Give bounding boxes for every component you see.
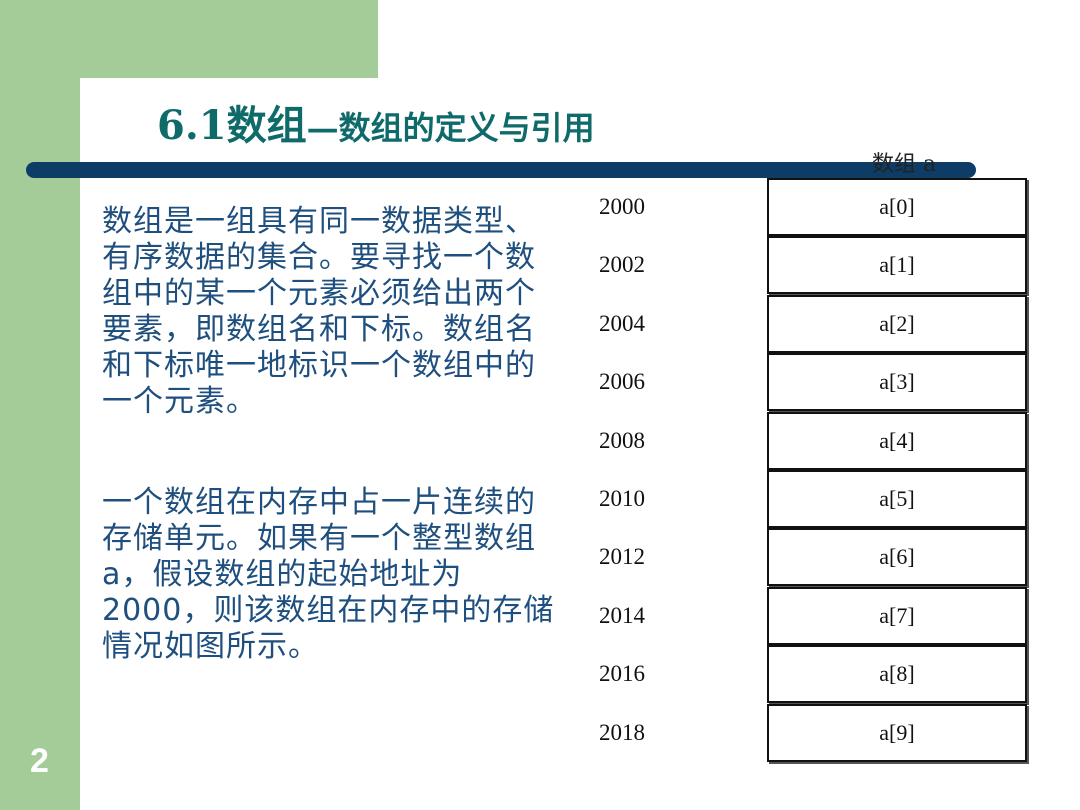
left-green-band bbox=[0, 0, 80, 810]
title-divider bbox=[26, 162, 976, 178]
address-label: 2004 bbox=[599, 310, 645, 336]
array-element-cell: a[8] bbox=[767, 645, 1027, 704]
slide-title: 6.1数组—数组的定义与引用 bbox=[157, 96, 595, 156]
title-sub: —数组的定义与引用 bbox=[306, 109, 595, 147]
array-element-cell: a[9] bbox=[767, 703, 1027, 762]
array-element-cell: a[3] bbox=[767, 353, 1027, 412]
address-label: 2018 bbox=[599, 719, 645, 745]
address-label: 2000 bbox=[599, 194, 645, 219]
array-element-label: a[7] bbox=[879, 602, 915, 628]
array-element-label: a[1] bbox=[879, 252, 915, 278]
body-paragraph-2: 一个数组在内存中占一片连续的存储单元。如果有一个整型数组a，假设数组的起始地址为… bbox=[102, 485, 555, 664]
body-paragraph-1: 数组是一组具有同一数据类型、有序数据的集合。要寻找一个数组中的某一个元素必须给出… bbox=[102, 204, 536, 419]
address-label: 2006 bbox=[599, 369, 645, 395]
array-element-label: a[2] bbox=[879, 310, 915, 336]
array-element-cell: a[7] bbox=[767, 586, 1027, 645]
array-element-label: a[6] bbox=[879, 544, 915, 570]
array-element-cell: a[1] bbox=[767, 236, 1027, 295]
slide-number: 2 bbox=[30, 742, 49, 780]
array-element-cell: a[4] bbox=[767, 411, 1027, 470]
array-element-label: a[3] bbox=[879, 369, 915, 395]
title-main: 6.1数组 bbox=[157, 102, 307, 149]
array-element-cell: a[2] bbox=[767, 294, 1027, 353]
array-element-cell: a[0] bbox=[767, 178, 1027, 236]
address-label: 2016 bbox=[599, 661, 645, 687]
address-label: 2012 bbox=[599, 544, 645, 570]
array-label: 数组 a bbox=[872, 152, 937, 177]
address-label: 2010 bbox=[599, 486, 645, 511]
array-element-label: a[0] bbox=[879, 194, 915, 219]
address-label: 2014 bbox=[599, 602, 645, 628]
address-label: 2008 bbox=[599, 427, 645, 453]
array-element-label: a[8] bbox=[879, 661, 915, 687]
array-element-cell: a[5] bbox=[767, 470, 1027, 528]
array-element-label: a[5] bbox=[879, 486, 915, 511]
top-green-band bbox=[0, 0, 378, 78]
array-element-label: a[4] bbox=[879, 427, 915, 453]
array-element-cell: a[6] bbox=[767, 528, 1027, 587]
array-element-label: a[9] bbox=[879, 719, 915, 745]
address-label: 2002 bbox=[599, 252, 645, 278]
